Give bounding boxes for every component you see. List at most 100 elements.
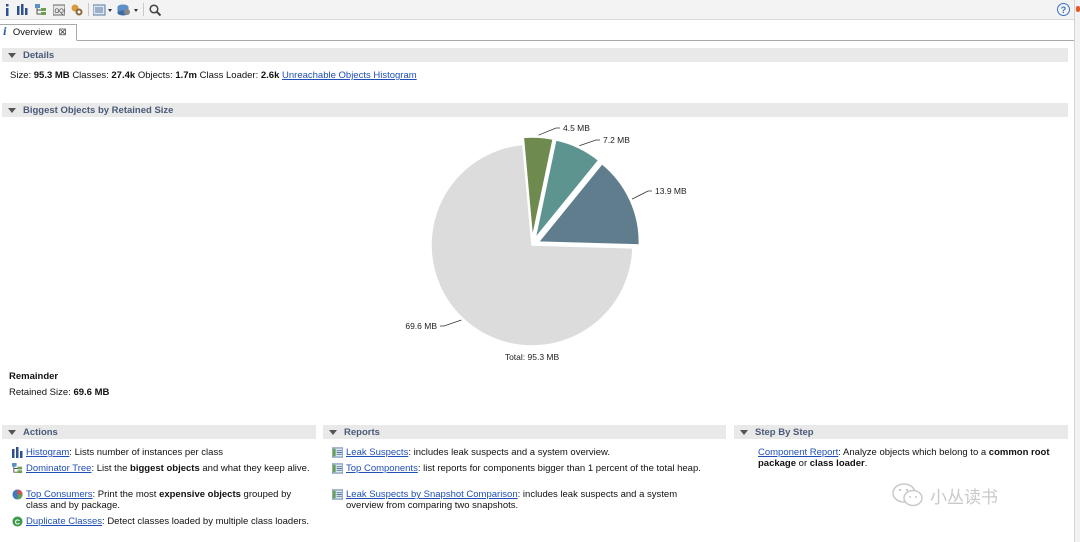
component-report-emphasis-2: class loader <box>809 458 865 469</box>
pie-slice[interactable] <box>534 138 600 240</box>
toolbar-separator <box>88 3 89 16</box>
histogram-link[interactable]: Histogram <box>26 447 70 458</box>
info-icon[interactable] <box>2 2 12 17</box>
collapse-icon <box>8 429 16 435</box>
watermark: 小丛读书 <box>892 482 998 508</box>
watermark-text: 小丛读书 <box>930 487 998 507</box>
retained-size-summary: Retained Size: 69.6 MB <box>9 387 109 398</box>
notification-dot <box>1076 6 1080 12</box>
action-item-histogram: Histogram: Lists number of instances per… <box>12 447 312 458</box>
histogram-icon[interactable] <box>16 2 29 17</box>
editor-tab-bar: i Overview ⊠ <box>0 24 1075 41</box>
step-by-step-header-label: Step By Step <box>755 426 814 438</box>
retained-size-value: 69.6 MB <box>73 387 110 398</box>
leak-suspects-link[interactable]: Leak Suspects <box>346 447 409 458</box>
main-toolbar: OQL ? <box>0 0 1080 20</box>
pie-total-label: Total: 95.3 MB <box>505 352 560 362</box>
unreachable-objects-histogram-link[interactable]: Unreachable Objects Histogram <box>282 70 417 81</box>
tab-overview[interactable]: i Overview ⊠ <box>0 24 77 41</box>
details-header-label: Details <box>23 49 55 61</box>
search-icon[interactable] <box>148 2 161 17</box>
report-icon <box>332 447 343 458</box>
oql-icon[interactable]: OQL <box>52 2 65 17</box>
remainder-label: Remainder <box>9 371 59 382</box>
action-item-duplicate-classes: C Duplicate Classes: Detect classes load… <box>12 516 312 527</box>
biggest-objects-section-header[interactable]: Biggest Objects by Retained Size <box>2 103 1068 117</box>
report-icon <box>332 463 343 474</box>
pie-slice[interactable] <box>536 162 641 246</box>
dominator-tree-icon[interactable] <box>34 2 47 17</box>
details-section-header[interactable]: Details <box>2 48 1068 62</box>
duplicate-classes-icon: C <box>12 516 23 527</box>
classes-value: 27.4k <box>111 70 136 81</box>
pie-leader-line <box>440 319 462 327</box>
collapse-icon <box>329 429 337 435</box>
run-report-icon[interactable] <box>93 2 113 17</box>
right-edge-panel <box>1074 0 1080 542</box>
dominator-tree-link[interactable]: Dominator Tree <box>26 463 92 474</box>
objects-value: 1.7m <box>175 70 197 81</box>
pie-slice-label: 4.5 MB <box>563 123 590 133</box>
pie-slice-label: 13.9 MB <box>655 186 687 196</box>
component-report-connector: or <box>796 458 810 469</box>
top-consumers-link[interactable]: Top Consumers <box>26 489 93 500</box>
top-consumers-emphasis: expensive objects <box>159 489 241 500</box>
pie-chart-svg: 4.5 MB 7.2 MB 13.9 MB 69.6 MB Total: 95.3 MB <box>405 123 687 362</box>
reports-header-label: Reports <box>344 426 380 438</box>
collapse-icon <box>740 429 748 435</box>
step-by-step-section-header[interactable]: Step By Step <box>734 425 1068 439</box>
details-summary: Size: 95.3 MB Classes: 27.4k Objects: 1.… <box>10 70 417 81</box>
dominator-tree-emphasis: biggest objects <box>130 463 200 474</box>
svg-text:OQL: OQL <box>54 9 65 15</box>
duplicate-classes-link[interactable]: Duplicate Classes <box>26 516 103 527</box>
leak-suspects-comparison-description: : includes leak suspects and a system ov… <box>346 489 678 511</box>
toolbar-separator <box>143 3 144 16</box>
pie-slice-label: 69.6 MB <box>405 321 437 331</box>
size-value: 95.3 MB <box>33 70 70 81</box>
dominator-tree-description: : List the <box>91 463 131 474</box>
svg-text:C: C <box>15 517 21 526</box>
report-item-top-components: Top Components: list reports for compone… <box>332 463 712 474</box>
tab-overview-label: Overview <box>12 27 53 38</box>
pie-leader-line <box>631 190 652 200</box>
class-loader-label: Class Loader: <box>199 70 259 81</box>
component-report-description: : Analyze objects which belong to a <box>838 447 989 458</box>
wechat-icon <box>892 483 923 507</box>
actions-header-label: Actions <box>23 426 58 438</box>
top-components-description: : list reports for components bigger tha… <box>417 463 701 474</box>
dominator-tree-description-end: and what they keep alive. <box>199 463 310 474</box>
pie-slice-label: 7.2 MB <box>603 135 630 145</box>
retained-size-label: Retained Size: <box>9 387 71 398</box>
pie-slice[interactable] <box>522 136 555 239</box>
component-report-period: . <box>864 458 868 469</box>
top-components-link[interactable]: Top Components <box>346 463 418 474</box>
top-consumers-description-end: grouped by class and by package. <box>26 489 292 511</box>
pie-slice[interactable] <box>430 143 634 347</box>
component-report-link[interactable]: Component Report <box>758 447 839 458</box>
objects-label: Objects: <box>137 70 173 81</box>
leak-suspects-description: : includes leak suspects and a system ov… <box>408 447 611 458</box>
collapse-icon <box>8 107 16 113</box>
biggest-objects-header-label: Biggest Objects by Retained Size <box>23 104 174 116</box>
report-icon <box>332 489 343 500</box>
info-icon: i <box>3 27 7 38</box>
class-loader-value: 2.6k <box>260 70 280 81</box>
histogram-description: : Lists number of instances per class <box>69 447 223 458</box>
duplicate-classes-description: : Detect classes loaded by multiple clas… <box>102 516 310 527</box>
action-item-dominator-tree: Dominator Tree: List the biggest objects… <box>12 463 312 474</box>
leak-suspects-comparison-link[interactable]: Leak Suspects by Snapshot Comparison <box>346 489 518 500</box>
histogram-icon <box>12 447 23 458</box>
reports-section-header[interactable]: Reports <box>323 425 726 439</box>
report-item-leak-suspects: Leak Suspects: includes leak suspects an… <box>332 447 712 458</box>
size-label: Size: <box>10 70 32 81</box>
actions-section-header[interactable]: Actions <box>2 425 316 439</box>
query-browser-icon[interactable] <box>117 2 139 17</box>
pie-leader-line <box>579 139 600 147</box>
help-icon[interactable]: ? <box>1057 3 1070 16</box>
close-icon[interactable]: ⊠ <box>58 27 67 38</box>
dominator-tree-icon <box>12 463 23 474</box>
report-item-leak-suspects-comparison: Leak Suspects by Snapshot Comparison: in… <box>332 489 712 511</box>
action-item-top-consumers: Top Consumers: Print the most expensive … <box>12 489 312 511</box>
heap-dump-overview-icon[interactable] <box>70 2 83 17</box>
retained-size-pie-chart: 4.5 MB 7.2 MB 13.9 MB 69.6 MB Total: 95.3 MB <box>380 120 720 370</box>
